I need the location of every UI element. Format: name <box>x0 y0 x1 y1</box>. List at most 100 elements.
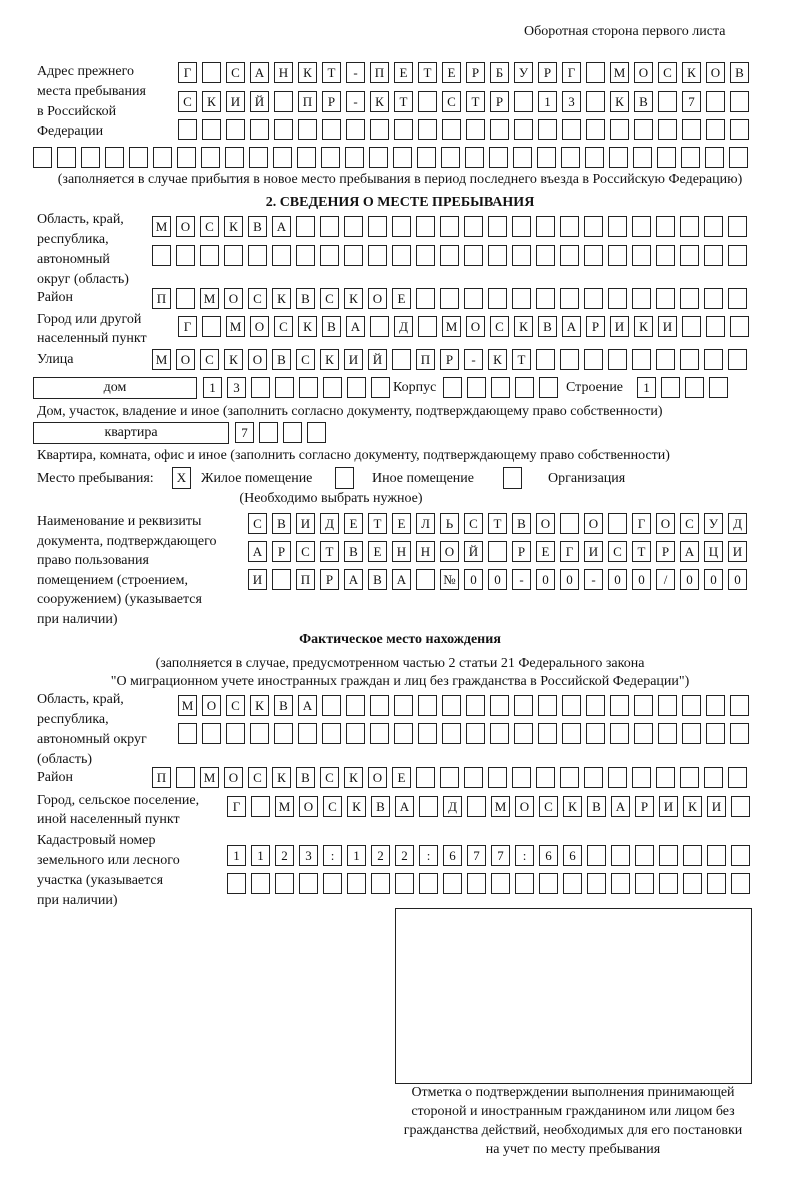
doc-row-cell[interactable] <box>416 569 435 590</box>
region-row-cell[interactable] <box>344 216 363 237</box>
actual-region-row-cell[interactable] <box>346 723 365 744</box>
city-row-cell[interactable]: К <box>634 316 653 337</box>
district-row-cell[interactable]: Е <box>392 288 411 309</box>
street-row-cell[interactable]: К <box>488 349 507 370</box>
actual-city-row-cell[interactable]: Р <box>635 796 654 817</box>
prev-address-row-cell[interactable]: С <box>178 91 197 112</box>
doc-row-cell[interactable]: О <box>536 513 555 534</box>
actual-region-row-cell[interactable] <box>226 723 245 744</box>
region-row-cell[interactable] <box>728 216 747 237</box>
prev-address-row-cell[interactable]: У <box>514 62 533 83</box>
prev-address-row-cell[interactable] <box>561 147 580 168</box>
region-row-cell[interactable]: К <box>224 216 243 237</box>
doc-row-cell[interactable]: Т <box>368 513 387 534</box>
prev-address-row-cell[interactable] <box>105 147 124 168</box>
house-number-cell[interactable] <box>323 377 342 398</box>
actual-region-row-cell[interactable] <box>562 723 581 744</box>
cadastre-row-cell[interactable]: : <box>323 845 342 866</box>
region-row-cell[interactable]: А <box>272 216 291 237</box>
district-row-cell[interactable]: К <box>272 288 291 309</box>
city-row-cell[interactable]: Д <box>394 316 413 337</box>
district-row-cell[interactable]: М <box>200 288 219 309</box>
region-row-cell[interactable] <box>656 245 675 266</box>
prev-address-row-cell[interactable]: Е <box>442 62 461 83</box>
region-row-cell[interactable] <box>344 245 363 266</box>
street-row-cell[interactable]: Й <box>368 349 387 370</box>
district-row-cell[interactable] <box>584 288 603 309</box>
actual-district-row-cell[interactable] <box>680 767 699 788</box>
city-row-cell[interactable]: М <box>442 316 461 337</box>
prev-address-row-cell[interactable]: С <box>442 91 461 112</box>
prev-address-row-cell[interactable] <box>369 147 388 168</box>
cadastre-row-cell[interactable]: 6 <box>563 845 582 866</box>
doc-row-cell[interactable]: В <box>272 513 291 534</box>
city-row-cell[interactable]: О <box>250 316 269 337</box>
region-row-cell[interactable] <box>704 245 723 266</box>
region-row-cell[interactable] <box>368 245 387 266</box>
doc-row-cell[interactable]: Р <box>512 541 531 562</box>
doc-row-cell[interactable]: С <box>248 513 267 534</box>
district-row-cell[interactable] <box>488 288 507 309</box>
district-row-cell[interactable] <box>656 288 675 309</box>
actual-region-row-cell[interactable] <box>514 695 533 716</box>
actual-region-row-cell[interactable] <box>538 723 557 744</box>
cadastre-row-cell[interactable]: 2 <box>371 845 390 866</box>
actual-region-row-cell[interactable]: К <box>250 695 269 716</box>
actual-region-row-cell[interactable] <box>202 723 221 744</box>
cadastre-row-cell[interactable] <box>251 873 270 894</box>
region-row-cell[interactable] <box>416 216 435 237</box>
street-row-cell[interactable]: И <box>344 349 363 370</box>
doc-row-cell[interactable] <box>272 569 291 590</box>
actual-district-row-cell[interactable]: В <box>296 767 315 788</box>
actual-district-row-cell[interactable] <box>656 767 675 788</box>
actual-city-row-cell[interactable]: С <box>539 796 558 817</box>
prev-address-row-cell[interactable] <box>297 147 316 168</box>
prev-address-row-cell[interactable] <box>129 147 148 168</box>
cadastre-row-cell[interactable] <box>731 845 750 866</box>
city-row-cell[interactable]: О <box>466 316 485 337</box>
prev-address-row-cell[interactable] <box>609 147 628 168</box>
actual-city-row-cell[interactable] <box>419 796 438 817</box>
actual-district-row-cell[interactable] <box>440 767 459 788</box>
doc-row-cell[interactable]: А <box>392 569 411 590</box>
cadastre-row-cell[interactable] <box>731 873 750 894</box>
actual-region-row-cell[interactable] <box>586 695 605 716</box>
region-row-cell[interactable] <box>632 216 651 237</box>
street-row-cell[interactable]: - <box>464 349 483 370</box>
region-row-cell[interactable] <box>488 216 507 237</box>
doc-row-cell[interactable]: Г <box>632 513 651 534</box>
stay-place-checkbox[interactable] <box>503 467 522 489</box>
street-row-cell[interactable]: В <box>272 349 291 370</box>
prev-address-row-cell[interactable] <box>153 147 172 168</box>
actual-region-row-cell[interactable] <box>370 695 389 716</box>
actual-district-row-cell[interactable] <box>608 767 627 788</box>
prev-address-row-cell[interactable]: Т <box>322 62 341 83</box>
region-row-cell[interactable] <box>488 245 507 266</box>
cadastre-row-cell[interactable]: 2 <box>275 845 294 866</box>
region-row-cell[interactable] <box>584 245 603 266</box>
prev-address-row-cell[interactable]: К <box>370 91 389 112</box>
doc-row-cell[interactable]: Т <box>320 541 339 562</box>
region-row-cell[interactable] <box>368 216 387 237</box>
actual-region-row-cell[interactable] <box>658 695 677 716</box>
prev-address-row-cell[interactable] <box>442 119 461 140</box>
doc-row-cell[interactable]: С <box>680 513 699 534</box>
actual-region-row-cell[interactable] <box>658 723 677 744</box>
actual-city-row-cell[interactable]: О <box>299 796 318 817</box>
doc-row-cell[interactable]: 0 <box>464 569 483 590</box>
street-row-cell[interactable] <box>680 349 699 370</box>
doc-row-cell[interactable]: 0 <box>560 569 579 590</box>
prev-address-row-cell[interactable] <box>202 119 221 140</box>
prev-address-row-cell[interactable]: К <box>202 91 221 112</box>
actual-region-row-cell[interactable] <box>178 723 197 744</box>
cadastre-row-cell[interactable] <box>347 873 366 894</box>
actual-district-row-cell[interactable] <box>704 767 723 788</box>
house-number-cell[interactable] <box>275 377 294 398</box>
prev-address-row-cell[interactable]: Т <box>466 91 485 112</box>
doc-row-cell[interactable]: Т <box>632 541 651 562</box>
doc-row-cell[interactable]: Д <box>728 513 747 534</box>
doc-row-cell[interactable]: С <box>464 513 483 534</box>
prev-address-row-cell[interactable] <box>730 119 749 140</box>
actual-region-row-cell[interactable] <box>706 723 725 744</box>
stay-place-checkbox[interactable]: X <box>172 467 191 489</box>
